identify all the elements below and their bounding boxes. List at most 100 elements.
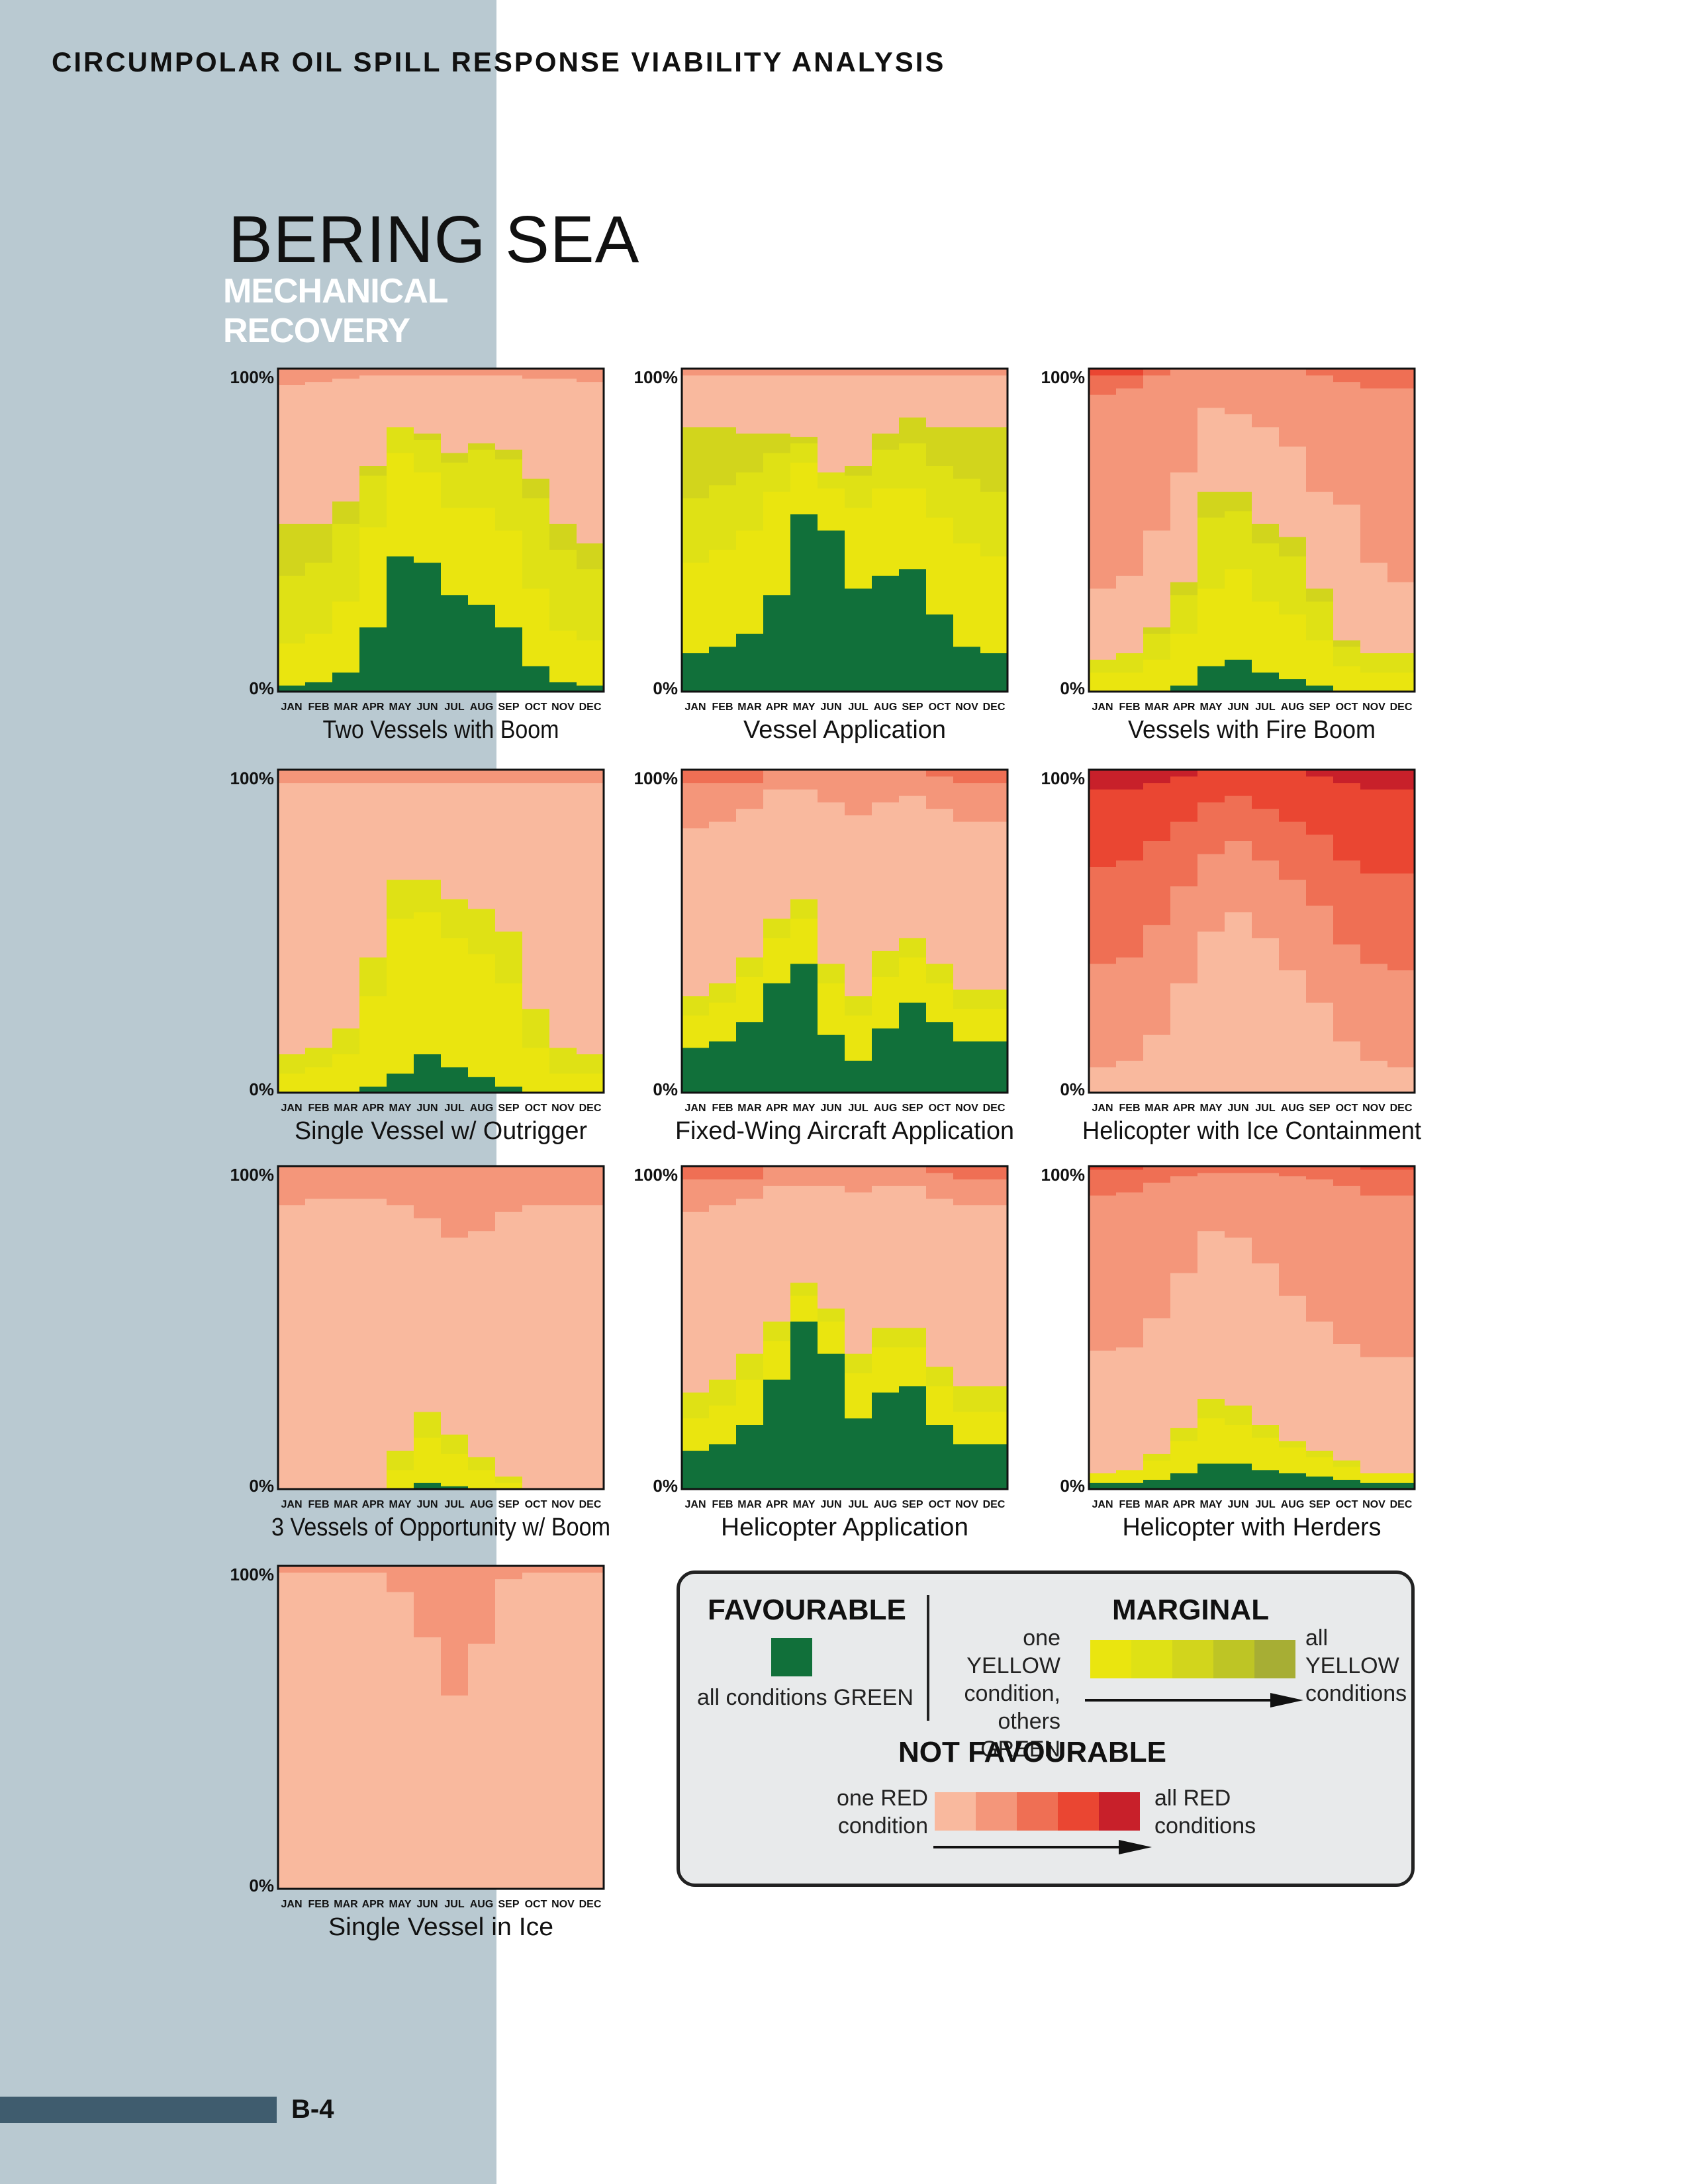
data-segment <box>549 1572 577 1889</box>
data-segment <box>468 1643 496 1889</box>
data-segment <box>1306 1166 1334 1180</box>
data-segment <box>1225 1405 1252 1425</box>
data-segment <box>818 801 845 964</box>
data-segment <box>709 646 737 692</box>
month-tick-label: AUG <box>470 1499 494 1510</box>
data-segment <box>1252 369 1280 428</box>
data-segment <box>414 1637 442 1889</box>
data-segment <box>926 770 954 777</box>
month-tick-label: DEC <box>983 1499 1006 1510</box>
data-segment <box>736 1198 764 1354</box>
data-segment <box>1252 426 1280 524</box>
data-segment <box>1360 1166 1388 1170</box>
data-segment <box>577 1166 604 1206</box>
data-segment <box>980 989 1008 1009</box>
data-segment <box>332 1566 360 1573</box>
data-segment <box>1387 653 1415 673</box>
data-segment <box>926 426 954 466</box>
data-segment <box>1170 633 1198 686</box>
data-segment <box>1143 627 1171 634</box>
data-segment <box>1252 1172 1280 1263</box>
data-segment <box>468 770 496 784</box>
data-segment <box>1225 569 1252 660</box>
data-segment <box>790 899 818 919</box>
data-segment <box>845 1353 872 1373</box>
data-segment <box>441 452 469 463</box>
data-segment <box>736 1424 764 1490</box>
data-segment <box>1333 1166 1361 1186</box>
y-axis-max-label: 100% <box>1041 367 1086 387</box>
data-segment <box>1089 1350 1117 1474</box>
data-segment <box>359 1572 387 1889</box>
data-segment <box>682 995 710 1016</box>
data-segment <box>1306 834 1334 906</box>
data-segment <box>1387 1195 1415 1357</box>
chart-panel: 100% 0% JAN FEB MAR APR MAY JUN JUL AUG SEP OCT NOV D… <box>634 367 1009 744</box>
document-header: CIRCUMPOLAR OIL SPILL RESPONSE VIABILITY… <box>52 46 946 77</box>
data-segment <box>845 1418 872 1490</box>
month-tick-label: DEC <box>579 702 602 713</box>
month-tick-label: APR <box>362 1899 385 1910</box>
month-tick-label: FEB <box>308 702 330 713</box>
month-tick-label: AUG <box>470 702 494 713</box>
data-segment <box>522 1009 550 1048</box>
data-segment <box>763 1185 791 1322</box>
data-segment <box>359 995 387 1087</box>
data-segment <box>1089 770 1117 790</box>
data-segment <box>845 995 872 1016</box>
month-tick-label: DEC <box>983 1103 1006 1114</box>
month-tick-label: SEP <box>498 1103 519 1114</box>
data-segment <box>736 1166 764 1180</box>
data-segment <box>495 375 523 450</box>
data-segment <box>305 381 333 524</box>
data-segment <box>818 983 845 1035</box>
month-tick-label: NOV <box>551 702 575 713</box>
data-segment <box>278 1205 306 1490</box>
data-segment <box>1197 1463 1225 1490</box>
data-segment <box>1252 672 1280 692</box>
data-segment <box>441 1566 469 1696</box>
month-tick-label: MAY <box>1199 702 1222 713</box>
data-segment <box>1333 1185 1361 1344</box>
data-segment <box>1360 672 1388 692</box>
y-axis-min-label: 0% <box>249 1079 274 1099</box>
data-segment <box>441 507 469 596</box>
data-segment <box>953 1166 981 1180</box>
month-tick-label: FEB <box>308 1499 330 1510</box>
data-segment <box>1225 414 1252 492</box>
data-segment <box>845 815 872 997</box>
data-segment <box>1333 1479 1361 1490</box>
plot-frame <box>1088 768 1416 1094</box>
data-segment <box>1387 1482 1415 1490</box>
legend-yellow-swatch-1 <box>1090 1640 1131 1678</box>
data-segment <box>953 646 981 692</box>
data-segment <box>332 672 360 692</box>
data-segment <box>872 1347 900 1393</box>
data-segment <box>980 1166 1008 1180</box>
data-segment <box>980 770 1008 784</box>
data-segment <box>332 1198 360 1490</box>
data-segment <box>1252 1263 1280 1425</box>
data-segment <box>522 1572 550 1889</box>
data-segment <box>1089 866 1117 964</box>
data-segment <box>1333 770 1361 784</box>
data-segment <box>1333 1466 1361 1480</box>
data-segment <box>278 1166 306 1206</box>
data-segment <box>468 1166 496 1232</box>
data-segment <box>577 1566 604 1573</box>
data-segment <box>1143 1318 1171 1454</box>
data-segment <box>414 472 442 563</box>
data-segment <box>1170 594 1198 634</box>
data-segment <box>1225 796 1252 841</box>
data-segment <box>278 770 306 784</box>
data-segment <box>1116 375 1144 388</box>
data-segment <box>980 375 1008 428</box>
data-segment <box>1143 1460 1171 1480</box>
data-segment <box>926 517 954 615</box>
data-segment <box>790 375 818 437</box>
data-segment <box>1252 1469 1280 1490</box>
category-dispersants: DISPERSANTS <box>640 283 1046 340</box>
plot-frame <box>277 1165 605 1490</box>
data-segment <box>495 1482 523 1490</box>
data-segment <box>1197 491 1225 518</box>
